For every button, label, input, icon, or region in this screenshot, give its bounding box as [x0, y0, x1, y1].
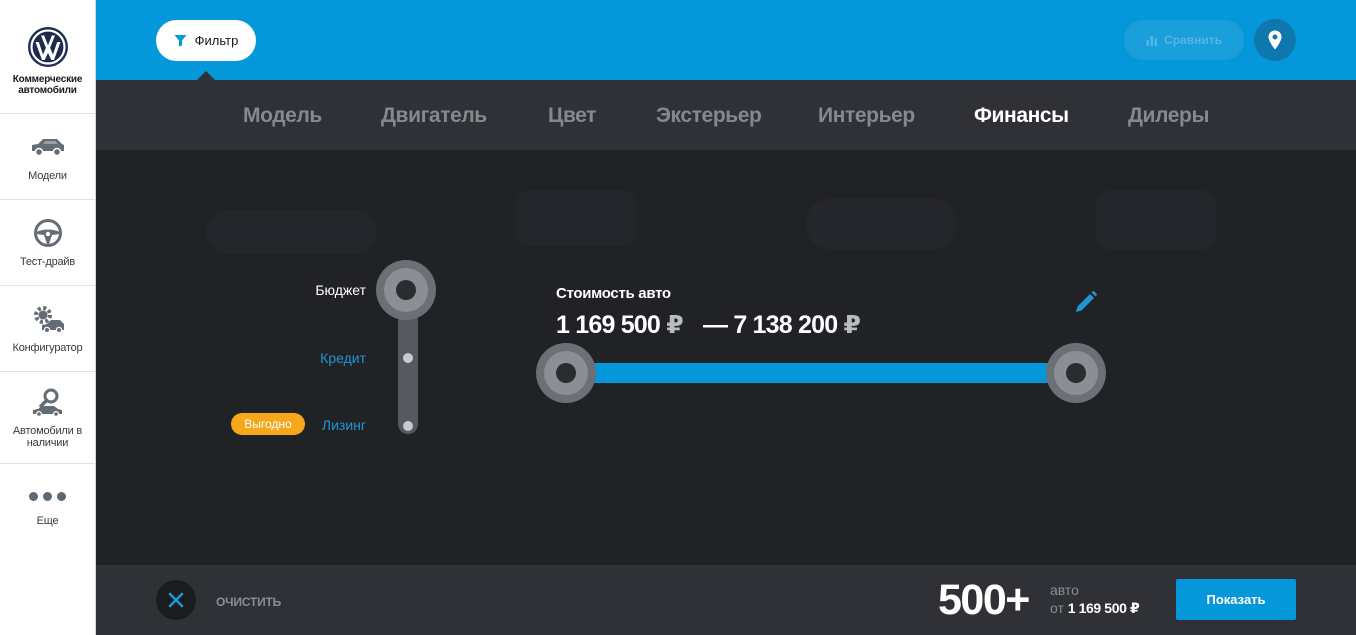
tab-color[interactable]: Цвет	[548, 104, 597, 127]
sidebar-item-label: Автомобили в наличии	[12, 424, 83, 449]
result-from-price: от 1 169 500 ₽	[1050, 600, 1140, 617]
background-car-silhouette	[206, 210, 376, 254]
more-dots-icon	[29, 491, 66, 501]
price-slider-track[interactable]	[566, 363, 1076, 383]
price-range: 1 169 500 ₽ — 7 138 200 ₽	[556, 310, 861, 340]
finance-panel: Бюджет Кредит Выгодно Лизинг Стоимость а…	[96, 150, 1356, 565]
sidebar-item-label: Еще	[36, 514, 59, 527]
lease-badge: Выгодно	[231, 413, 305, 435]
sidebar-item-more[interactable]: Еще	[0, 464, 95, 554]
bottom-bar: очистить 500+ авто от 1 169 500 ₽ Показа…	[96, 565, 1356, 635]
compare-button[interactable]: Сравнить	[1124, 20, 1244, 60]
currency-sign: ₽	[843, 311, 861, 339]
location-button[interactable]	[1254, 19, 1296, 61]
close-icon	[168, 592, 184, 608]
filter-pointer	[197, 71, 215, 80]
sidebar-item-stock[interactable]: Автомобили в наличии	[0, 372, 95, 464]
steering-wheel-icon	[28, 218, 68, 248]
credit-stop[interactable]	[403, 353, 413, 363]
result-count: 500+	[938, 576, 1030, 624]
background-car-silhouette	[516, 190, 636, 246]
brand[interactable]: Коммерческие автомобили	[0, 0, 95, 114]
filter-button[interactable]: Фильтр	[156, 20, 256, 61]
location-pin-icon	[1268, 30, 1282, 50]
sidebar: Коммерческие автомобили Модели Тест-драй…	[0, 0, 96, 635]
top-bar: Фильтр Сравнить	[96, 0, 1356, 80]
sidebar-item-configurator[interactable]: Конфигуратор	[0, 286, 95, 372]
car-search-icon	[28, 387, 68, 417]
from-price: 1 169 500 ₽	[1067, 600, 1140, 616]
car-icon	[28, 132, 68, 162]
pencil-edit-icon[interactable]	[1074, 290, 1098, 314]
option-credit[interactable]: Кредит	[320, 350, 366, 366]
background-car-silhouette	[806, 198, 956, 250]
price-min: 1 169 500	[556, 311, 661, 339]
finance-mode-handle[interactable]	[376, 260, 436, 320]
result-unit: авто	[1050, 582, 1079, 598]
brand-label: Коммерческие автомобили	[12, 74, 83, 96]
filter-label: Фильтр	[194, 33, 239, 48]
compare-label: Сравнить	[1164, 33, 1222, 47]
tab-model[interactable]: Модель	[243, 104, 322, 127]
filter-tabs: Модель Двигатель Цвет Экстерьер Интерьер…	[96, 80, 1356, 150]
price-separator: —	[702, 311, 728, 339]
option-lease[interactable]: Лизинг	[321, 417, 366, 433]
tab-exterior[interactable]: Экстерьер	[656, 104, 762, 127]
option-budget[interactable]: Бюджет	[315, 282, 366, 298]
lease-stop[interactable]	[403, 421, 413, 431]
sidebar-item-models[interactable]: Модели	[0, 114, 95, 200]
price-title: Стоимость авто	[556, 285, 671, 302]
price-max: 7 138 200	[733, 311, 838, 339]
bar-chart-icon	[1146, 36, 1158, 46]
from-label: от	[1050, 600, 1064, 616]
sidebar-item-label: Тест-драйв	[19, 255, 76, 268]
tab-dealers[interactable]: Дилеры	[1128, 104, 1209, 127]
tab-engine[interactable]: Двигатель	[381, 104, 487, 127]
show-results-button[interactable]: Показать	[1176, 579, 1296, 620]
background-car-silhouette	[1096, 190, 1216, 250]
finance-mode-track[interactable]	[398, 310, 418, 434]
currency-sign: ₽	[666, 311, 683, 339]
price-max-handle[interactable]	[1046, 343, 1106, 403]
sidebar-item-test-drive[interactable]: Тест-драйв	[0, 200, 95, 286]
configurator-gear-car-icon	[28, 304, 68, 334]
tab-interior[interactable]: Интерьер	[818, 104, 915, 127]
price-min-handle[interactable]	[536, 343, 596, 403]
sidebar-item-label: Конфигуратор	[12, 341, 83, 354]
sidebar-item-label: Модели	[28, 169, 67, 182]
clear-label[interactable]: очистить	[216, 595, 282, 609]
clear-button[interactable]	[156, 580, 196, 620]
vw-logo-icon	[27, 27, 68, 67]
tab-finance[interactable]: Финансы	[974, 104, 1069, 127]
filter-funnel-icon	[174, 35, 187, 47]
